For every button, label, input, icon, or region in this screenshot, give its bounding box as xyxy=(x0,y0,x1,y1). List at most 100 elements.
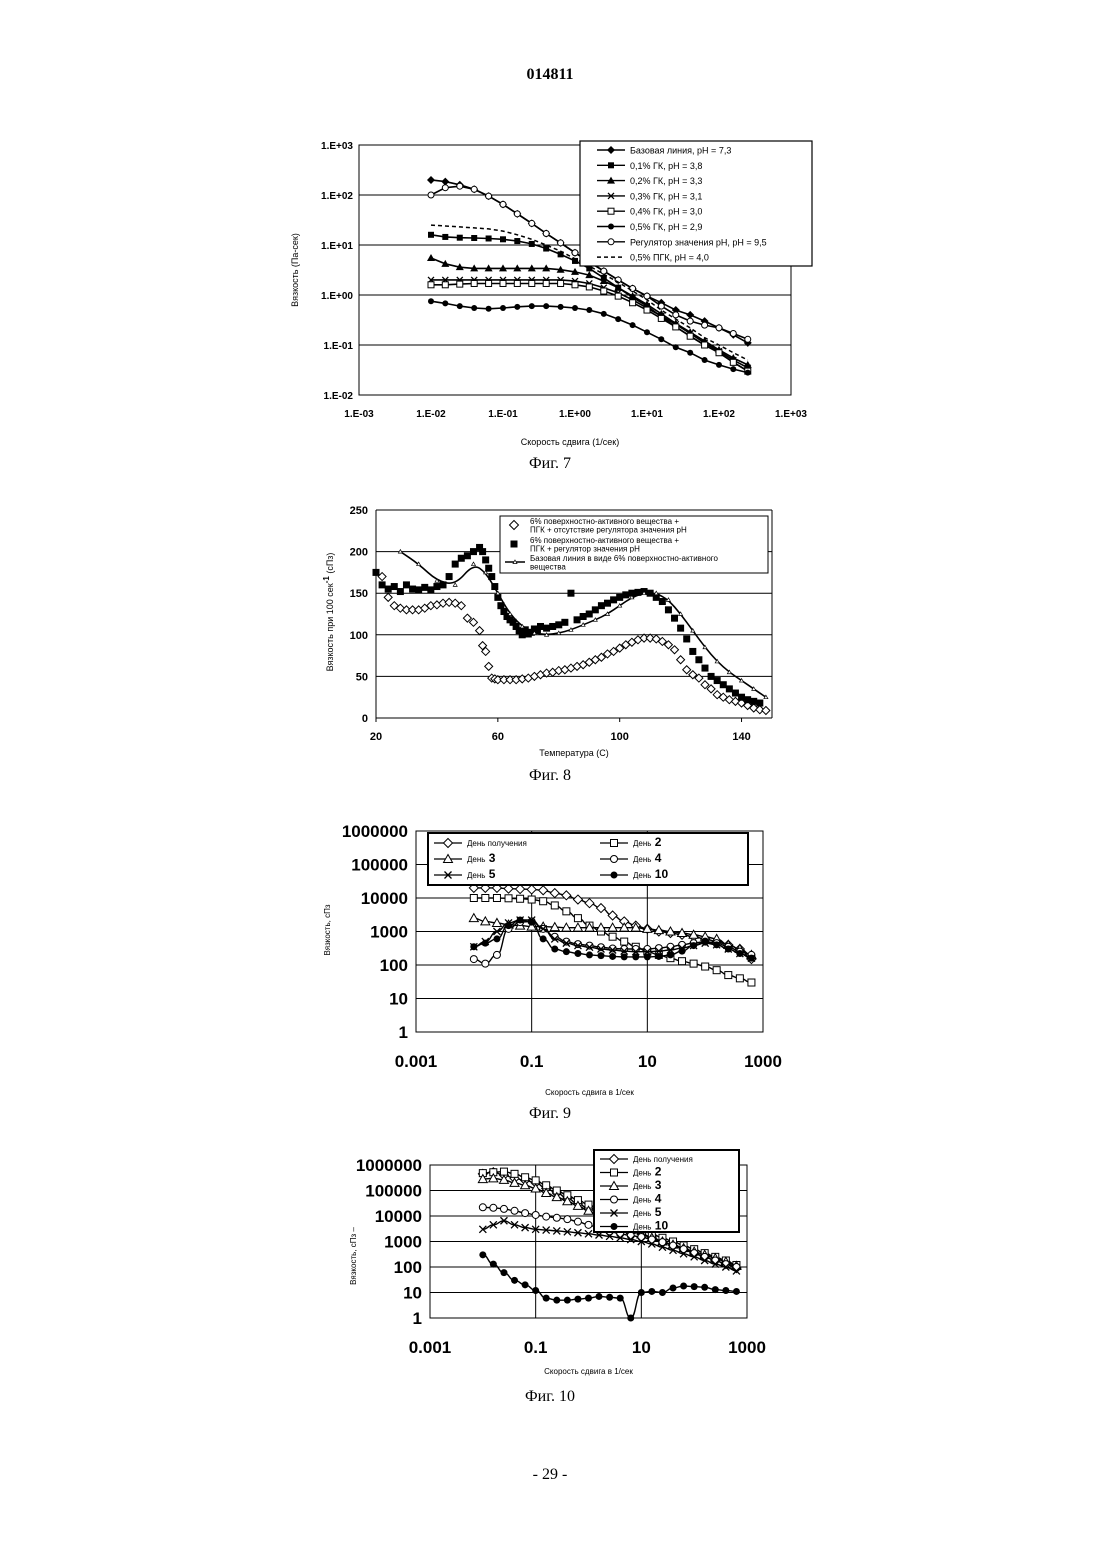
fig8-series-2 xyxy=(398,550,768,699)
fig7-series-line xyxy=(431,280,748,368)
fig7-point xyxy=(644,303,650,309)
fig9-point xyxy=(596,904,605,913)
fig8-point xyxy=(641,588,648,595)
fig9-point xyxy=(470,956,477,963)
figure-7-caption: Фиг. 7 xyxy=(0,455,1100,473)
fig10-point xyxy=(574,1296,581,1303)
fig8-point xyxy=(445,598,453,606)
fig10-point xyxy=(490,1169,497,1176)
fig9-legend-label: День 3 xyxy=(467,851,496,865)
fig8-point xyxy=(385,586,392,593)
fig9-point xyxy=(712,937,721,946)
fig7-point xyxy=(745,368,751,374)
fig10-point xyxy=(691,1250,698,1257)
fig7-point xyxy=(558,280,564,286)
fig7-point xyxy=(471,305,477,311)
fig7-series-1 xyxy=(428,232,751,374)
fig8-point xyxy=(593,618,597,622)
fig9-point xyxy=(679,945,686,952)
fig8-point xyxy=(708,673,715,680)
fig8-point xyxy=(701,665,708,672)
fig8-point xyxy=(530,672,538,680)
fig7-legend-label: Базовая линия, pH = 7,3 xyxy=(630,146,731,156)
fig10-point xyxy=(490,1261,497,1268)
fig9-series-line xyxy=(474,918,752,955)
fig8-point xyxy=(598,602,605,609)
fig8-legend-label: Базовая линия в виде 6% поверхностно-акт… xyxy=(530,554,719,572)
fig7-point xyxy=(428,298,434,304)
fig10-point xyxy=(531,1184,540,1192)
fig7-point xyxy=(615,277,621,283)
fig10-point xyxy=(648,1230,655,1237)
figure-8-caption: Фиг. 8 xyxy=(0,767,1100,785)
fig9-point xyxy=(690,940,697,947)
fig8-point xyxy=(740,679,744,683)
fig10-point xyxy=(680,1250,687,1257)
fig9-point xyxy=(504,920,513,928)
fig10-point xyxy=(638,1234,645,1241)
fig10-series-4 xyxy=(479,1217,740,1274)
fig10-point xyxy=(522,1174,529,1181)
fig9-x-tick-label: 0.001 xyxy=(395,1052,438,1071)
fig7-point xyxy=(701,317,709,325)
fig9-point xyxy=(550,889,559,898)
fig9-point xyxy=(725,943,732,950)
fig8-point xyxy=(433,601,441,609)
fig9-point xyxy=(655,953,662,960)
fig9-point xyxy=(574,942,581,949)
fig7-point xyxy=(615,290,621,296)
fig8-point xyxy=(567,590,574,597)
fig10-point xyxy=(564,1228,571,1235)
fig10-legend-label: День получения xyxy=(633,1155,693,1164)
fig7-point xyxy=(644,329,650,335)
fig10-point xyxy=(543,1227,550,1234)
fig7-point xyxy=(715,346,723,353)
fig9-point xyxy=(493,928,500,935)
fig9-point xyxy=(551,902,558,909)
fig8-point xyxy=(555,667,563,675)
fig7-series-6 xyxy=(428,183,751,342)
fig8-point xyxy=(695,674,703,682)
fig9-point xyxy=(654,926,663,934)
fig10-legend-label: День 2 xyxy=(633,1165,662,1179)
fig7-point xyxy=(572,282,578,288)
fig10-point xyxy=(543,1182,550,1189)
fig9-series-line xyxy=(474,888,752,959)
fig10-point xyxy=(552,1188,561,1197)
fig8-point xyxy=(415,606,423,614)
fig10-x-tick-label: 0.1 xyxy=(524,1338,548,1357)
fig7-point xyxy=(586,307,592,313)
fig8-point xyxy=(738,694,745,701)
fig8-point xyxy=(516,627,523,634)
fig9-point xyxy=(725,946,732,953)
fig9-point xyxy=(517,917,524,924)
fig7-point xyxy=(572,250,578,256)
fig9-point xyxy=(609,953,616,960)
fig8-point xyxy=(536,671,544,679)
fig7-point xyxy=(513,210,521,218)
fig9-point xyxy=(702,963,709,970)
fig7-x-tick-label: 1.E+01 xyxy=(631,409,663,420)
fig9-point xyxy=(551,935,558,942)
fig8-point xyxy=(545,633,549,637)
fig8-point xyxy=(500,608,507,615)
fig9-legend-label: День 4 xyxy=(633,851,662,865)
fig10-point xyxy=(658,1237,667,1246)
fig8-x-tick-label: 60 xyxy=(492,731,504,743)
fig10-point xyxy=(670,1285,677,1292)
fig7-group: 1.E-021.E-011.E+001.E+011.E+021.E+031.E-… xyxy=(290,141,812,447)
fig10-point xyxy=(511,1170,518,1177)
fig8-point xyxy=(715,659,719,663)
fig8-point xyxy=(402,606,410,614)
fig10-point xyxy=(585,1295,592,1302)
fig8-point xyxy=(665,606,672,613)
fig10-y-tick-label: 1000 xyxy=(384,1233,422,1252)
fig9-point xyxy=(540,925,547,932)
fig7-point xyxy=(730,359,736,365)
fig7-series-line xyxy=(431,301,748,372)
fig7-point xyxy=(687,333,693,339)
fig9-point xyxy=(621,953,628,960)
fig7-point xyxy=(528,219,536,227)
fig10-legend xyxy=(594,1150,739,1232)
fig10-point xyxy=(606,1233,613,1240)
